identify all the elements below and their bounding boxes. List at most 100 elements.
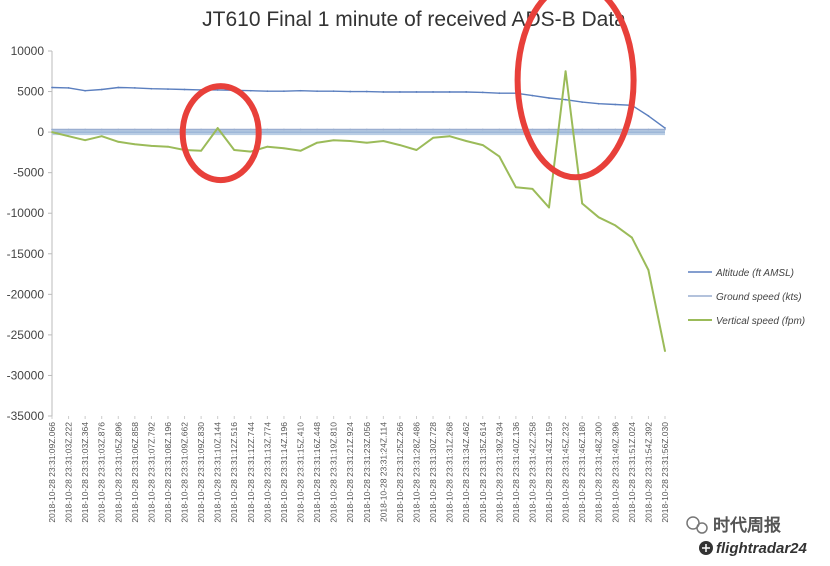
x-tick-label: 2018-10-28 23:31:39Z.934 — [494, 422, 504, 523]
data-point-altitude-ft-amsl — [365, 90, 368, 93]
data-point-vertical-speed-fpm — [167, 145, 169, 148]
data-point-ground-speed-kts — [283, 128, 285, 131]
data-point-altitude-ft-amsl — [349, 90, 352, 93]
y-tick-label: -30000 — [7, 368, 45, 382]
data-point-ground-speed-kts — [581, 128, 584, 131]
y-tick-label: -20000 — [7, 287, 45, 301]
x-tick-label: 2018-10-28 23:31:09Z.662 — [180, 422, 190, 523]
data-point-ground-speed-kts — [564, 128, 567, 131]
data-point-vertical-speed-fpm — [581, 202, 584, 205]
data-point-vertical-speed-fpm — [200, 149, 203, 152]
data-point-ground-speed-kts — [548, 128, 550, 131]
flightradar24-logo-icon — [699, 541, 713, 555]
data-point-altitude-ft-amsl — [581, 101, 584, 103]
plot-area — [51, 70, 666, 353]
data-point-vertical-speed-fpm — [233, 149, 236, 151]
x-tick-label: 2018-10-28 23:31:42Z.258 — [527, 422, 537, 523]
data-point-ground-speed-kts — [498, 128, 501, 131]
data-point-ground-speed-kts — [647, 128, 650, 131]
x-tick-label: 2018-10-28 23:31:03Z.876 — [97, 422, 107, 523]
data-point-altitude-ft-amsl — [51, 86, 53, 89]
data-point-vertical-speed-fpm — [51, 131, 53, 134]
data-point-vertical-speed-fpm — [498, 155, 501, 158]
data-point-vertical-speed-fpm — [548, 206, 550, 209]
data-point-altitude-ft-amsl — [597, 102, 600, 105]
data-point-vertical-speed-fpm — [216, 127, 219, 129]
data-point-altitude-ft-amsl — [283, 90, 285, 93]
data-point-altitude-ft-amsl — [564, 98, 567, 101]
data-point-ground-speed-kts — [167, 128, 169, 131]
data-point-ground-speed-kts — [432, 128, 434, 131]
data-point-vertical-speed-fpm — [514, 186, 517, 189]
data-point-altitude-ft-amsl — [531, 94, 534, 97]
data-point-altitude-ft-amsl — [249, 89, 252, 92]
x-tick-label: 2018-10-28 23:31:08Z.196 — [163, 422, 173, 523]
x-tick-label: 2018-10-28 23:31:49Z.396 — [610, 422, 620, 523]
red-annotation-circle — [179, 83, 262, 184]
data-point-ground-speed-kts — [51, 128, 53, 131]
data-point-altitude-ft-amsl — [183, 88, 186, 91]
x-tick-label: 2018-10-28 23:31:12Z.516 — [229, 422, 239, 523]
data-point-ground-speed-kts — [382, 128, 385, 131]
x-tick-label: 2018-10-28 23:31:09Z.830 — [196, 422, 206, 523]
series-line-vertical-speed-fpm — [51, 70, 666, 352]
data-point-altitude-ft-amsl — [382, 91, 385, 93]
data-point-altitude-ft-amsl — [316, 90, 318, 93]
x-tick-label: 2018-10-28 23:31:03Z.222 — [64, 422, 74, 523]
x-tick-label: 2018-10-28 23:31:43Z.159 — [544, 422, 554, 523]
data-point-altitude-ft-amsl — [216, 89, 219, 91]
data-point-ground-speed-kts — [117, 128, 120, 131]
data-point-vertical-speed-fpm — [283, 147, 285, 150]
data-point-ground-speed-kts — [100, 128, 103, 131]
data-point-altitude-ft-amsl — [150, 87, 153, 90]
x-tick-label: 2018-10-28 23:31:31Z.268 — [445, 422, 455, 523]
data-point-altitude-ft-amsl — [266, 90, 269, 93]
data-point-ground-speed-kts — [133, 128, 136, 131]
annotation-layer — [179, 0, 637, 184]
data-point-ground-speed-kts — [67, 128, 70, 131]
chart-title: JT610 Final 1 minute of received ADS-B D… — [202, 8, 626, 31]
data-point-vertical-speed-fpm — [564, 70, 567, 73]
y-tick-label: -25000 — [7, 328, 45, 342]
data-point-vertical-speed-fpm — [249, 150, 252, 153]
data-point-ground-speed-kts — [630, 128, 633, 131]
x-tick-label: 2018-10-28 23:31:16Z.448 — [312, 422, 322, 523]
data-point-ground-speed-kts — [465, 128, 468, 131]
x-tick-label: 2018-10-28 23:31:03Z.364 — [80, 422, 90, 523]
data-point-altitude-ft-amsl — [465, 91, 468, 93]
x-tick-label: 2018-10-28 23:31:34Z.462 — [461, 422, 471, 523]
data-point-vertical-speed-fpm — [465, 140, 468, 142]
data-point-ground-speed-kts — [299, 128, 302, 131]
x-tick-label: 2018-10-28 23:31:51Z.024 — [627, 422, 637, 523]
data-point-vertical-speed-fpm — [117, 140, 120, 143]
data-point-altitude-ft-amsl — [614, 103, 617, 106]
data-point-altitude-ft-amsl — [481, 91, 484, 94]
data-point-vertical-speed-fpm — [349, 140, 352, 142]
data-point-vertical-speed-fpm — [664, 350, 666, 353]
data-point-ground-speed-kts — [597, 128, 600, 131]
x-tick-label: 2018-10-28 23:31:21Z.924 — [345, 422, 355, 523]
legend-label: Ground speed (kts) — [716, 292, 802, 303]
x-tick-label: 2018-10-28 23:31:13Z.774 — [262, 422, 272, 523]
zero-baseline — [52, 129, 665, 136]
legend-label: Vertical speed (fpm) — [716, 316, 805, 327]
data-point-vertical-speed-fpm — [448, 135, 451, 138]
x-tick-label: 2018-10-28 23:31:15Z.410 — [296, 422, 306, 523]
y-tick-label: -10000 — [7, 206, 45, 220]
data-point-vertical-speed-fpm — [432, 136, 434, 139]
wechat-account-name: 时代周报 — [713, 515, 781, 536]
x-tick-label: 2018-10-28 23:31:30Z.728 — [428, 422, 438, 523]
data-point-ground-speed-kts — [233, 128, 236, 131]
data-point-vertical-speed-fpm — [597, 216, 600, 219]
y-tick-label: -5000 — [13, 166, 44, 180]
data-point-altitude-ft-amsl — [498, 92, 501, 95]
data-point-vertical-speed-fpm — [67, 135, 70, 138]
x-tick-label: 2018-10-28 23:31:56Z.030 — [660, 422, 670, 523]
data-point-vertical-speed-fpm — [399, 144, 401, 146]
data-point-ground-speed-kts — [531, 128, 534, 131]
y-tick-label: 10000 — [11, 44, 45, 58]
x-tick-label: 2018-10-28 23:31:46Z.180 — [577, 422, 587, 523]
data-point-ground-speed-kts — [481, 128, 484, 131]
y-tick-label: 0 — [37, 125, 44, 139]
